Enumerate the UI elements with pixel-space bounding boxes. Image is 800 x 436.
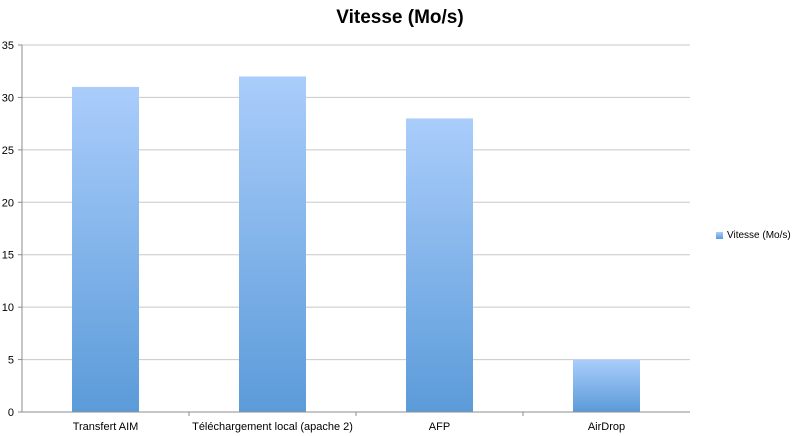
- x-tick-label: AirDrop: [588, 421, 625, 433]
- axes: [21, 45, 690, 416]
- bars: [72, 76, 640, 413]
- bar: [72, 86, 139, 412]
- bar: [239, 76, 306, 412]
- y-tick-label: 30: [2, 92, 14, 104]
- legend: Vitesse (Mo/s): [716, 230, 791, 241]
- y-tick-label: 35: [2, 40, 14, 52]
- bar: [573, 359, 640, 412]
- x-tick-label: AFP: [429, 421, 450, 433]
- y-tick-label: 20: [2, 197, 14, 209]
- x-tick-labels: Transfert AIM Téléchargement local (apach…: [73, 421, 625, 433]
- y-tick-label: 0: [8, 407, 14, 419]
- y-tick-labels: 0 5 10 15 20 25 30 35: [2, 40, 14, 419]
- y-tick-label: 15: [2, 250, 14, 262]
- y-tick-label: 10: [2, 302, 14, 314]
- x-tick-label: Téléchargement local (apache 2): [192, 421, 353, 433]
- legend-swatch: [716, 232, 723, 239]
- y-tick-label: 5: [8, 355, 14, 367]
- chart-title: Vitesse (Mo/s): [336, 7, 464, 28]
- y-tick-label: 25: [2, 145, 14, 157]
- legend-label: Vitesse (Mo/s): [727, 230, 791, 241]
- x-tick-label: Transfert AIM: [73, 421, 139, 433]
- bar: [406, 118, 473, 413]
